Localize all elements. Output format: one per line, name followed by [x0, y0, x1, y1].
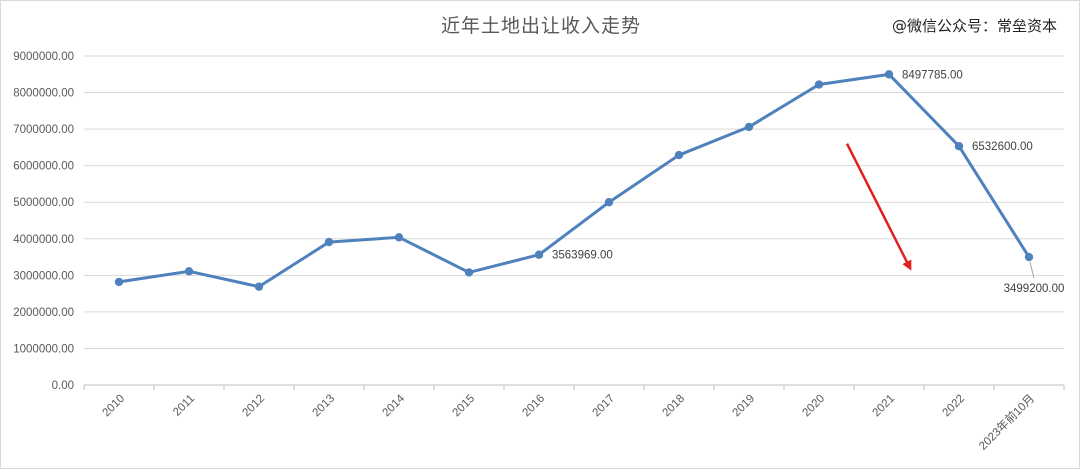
x-tick-label: 2020 [801, 393, 828, 420]
series-line [118, 72, 1031, 289]
x-tick-label: 2016 [521, 393, 548, 420]
data-label: 3563969.00 [552, 250, 613, 262]
y-tick-label: 9000000.00 [13, 51, 74, 63]
data-point [534, 250, 544, 259]
x-tick-label: 2011 [171, 393, 197, 419]
data-label-leader [1029, 261, 1035, 279]
data-point [114, 277, 124, 287]
x-tick-label: 2022 [941, 393, 968, 420]
y-tick-label: 7000000.00 [13, 124, 74, 136]
x-tick-label: 2019 [731, 393, 758, 420]
x-tick-label: 2010 [101, 393, 128, 420]
data-point [884, 70, 894, 79]
y-tick-label: 1000000.00 [13, 343, 74, 355]
y-tick-label: 0.00 [52, 380, 74, 392]
trend-arrow [845, 143, 912, 271]
data-point [1024, 252, 1034, 262]
data-label: 3499200.00 [1004, 283, 1065, 295]
y-tick-label: 8000000.00 [13, 88, 74, 100]
data-point [604, 198, 614, 207]
data-point [254, 282, 264, 291]
x-tick-label: 2018 [661, 393, 688, 420]
x-tick-label: 2015 [451, 393, 478, 420]
data-point [464, 268, 474, 277]
data-point [814, 80, 824, 89]
y-tick-label: 2000000.00 [13, 307, 74, 319]
data-label: 6532600.00 [972, 141, 1033, 153]
data-label: 8497785.00 [902, 69, 963, 81]
x-tick-label: 2023年前10月 [976, 391, 1037, 452]
y-tick-label: 4000000.00 [13, 234, 74, 246]
data-point [674, 150, 684, 160]
y-tick-label: 6000000.00 [13, 161, 74, 173]
data-point [394, 233, 404, 242]
chart-title: 近年土地出让收入走势 [440, 15, 641, 37]
x-tick-label: 2013 [311, 393, 338, 420]
data-point [324, 237, 334, 247]
data-point [184, 267, 194, 276]
data-point [744, 122, 754, 132]
data-point [954, 141, 964, 151]
x-tick-label: 2021 [871, 393, 898, 420]
y-tick-label: 5000000.00 [13, 197, 74, 209]
watermark-text: @微信公众号：常垒资本 [891, 17, 1057, 35]
x-tick-label: 2012 [241, 393, 268, 420]
x-tick-label: 2017 [591, 393, 618, 420]
y-tick-label: 3000000.00 [13, 270, 74, 282]
x-tick-label: 2014 [381, 392, 408, 419]
